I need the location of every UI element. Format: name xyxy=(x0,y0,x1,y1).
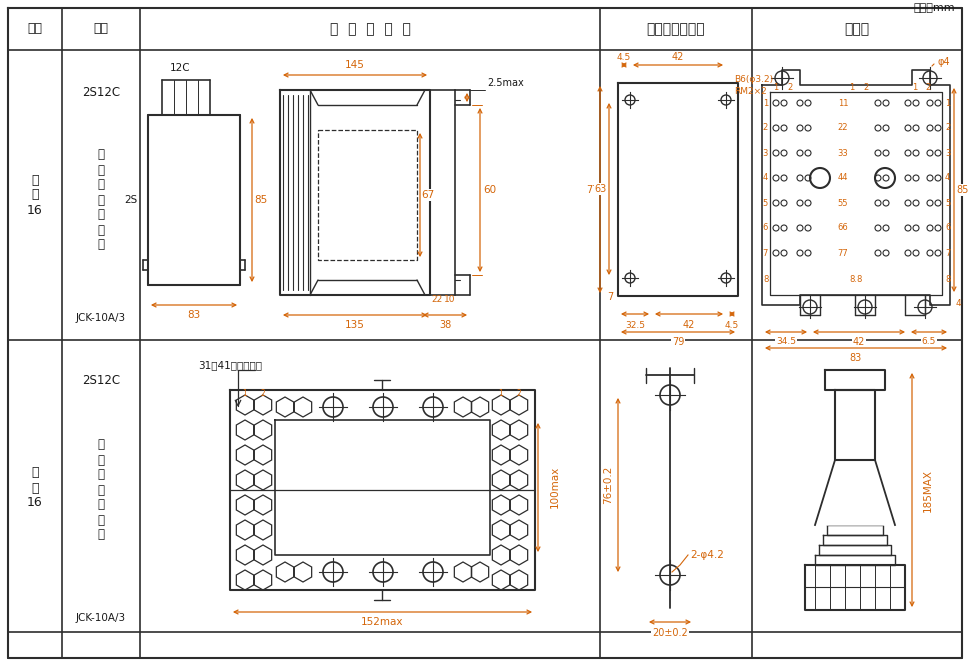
Text: 5: 5 xyxy=(944,199,950,207)
Text: 20±0.2: 20±0.2 xyxy=(651,628,687,638)
Text: 152max: 152max xyxy=(360,617,403,627)
Text: 1: 1 xyxy=(498,389,503,397)
Text: 83: 83 xyxy=(187,310,201,320)
Text: 34.5: 34.5 xyxy=(775,337,796,347)
Text: 1: 1 xyxy=(912,82,917,92)
Text: 8.8: 8.8 xyxy=(849,276,861,284)
Text: 2: 2 xyxy=(787,82,792,92)
Text: 100max: 100max xyxy=(549,466,559,508)
Text: 结构: 结构 xyxy=(93,23,109,35)
Text: 2: 2 xyxy=(944,124,950,132)
Text: 79: 79 xyxy=(672,337,683,347)
Text: 42: 42 xyxy=(852,337,864,347)
Text: 安装开孔尺寸图: 安装开孔尺寸图 xyxy=(646,22,704,36)
Text: 55: 55 xyxy=(837,199,847,207)
Text: 60: 60 xyxy=(483,185,496,195)
Text: 44: 44 xyxy=(837,173,847,183)
Text: 77: 77 xyxy=(585,185,598,195)
Text: 2-φ4.2: 2-φ4.2 xyxy=(689,550,723,560)
Text: 42: 42 xyxy=(682,320,695,330)
Text: 83: 83 xyxy=(849,353,861,363)
Text: 4: 4 xyxy=(762,173,767,183)
Text: JCK-10A/3: JCK-10A/3 xyxy=(76,313,126,323)
Text: 33: 33 xyxy=(837,149,848,157)
Text: 22: 22 xyxy=(837,124,847,132)
Text: 3: 3 xyxy=(944,149,950,157)
Text: 凸
出
式
板
前
接
线: 凸 出 式 板 前 接 线 xyxy=(98,438,105,541)
Text: 附
图
16: 附 图 16 xyxy=(27,466,43,510)
Text: 1: 1 xyxy=(772,82,778,92)
Text: 端子图: 端子图 xyxy=(844,22,868,36)
Text: 6: 6 xyxy=(762,223,767,233)
Text: 2S12C: 2S12C xyxy=(81,86,120,100)
Text: 6: 6 xyxy=(944,223,950,233)
Text: 4: 4 xyxy=(955,298,960,308)
Text: 7: 7 xyxy=(944,248,950,258)
Text: 4.5: 4.5 xyxy=(724,320,738,330)
Text: 38: 38 xyxy=(438,320,451,330)
Text: 凸
出
式
板
后
接
线: 凸 出 式 板 后 接 线 xyxy=(98,149,105,252)
Text: 63: 63 xyxy=(594,184,607,194)
Text: 77: 77 xyxy=(837,248,848,258)
Text: 7: 7 xyxy=(762,248,767,258)
Text: 31、41为电流端子: 31、41为电流端子 xyxy=(198,360,262,370)
Text: 8: 8 xyxy=(763,276,768,284)
Text: 2: 2 xyxy=(261,389,266,397)
Text: 2.5max: 2.5max xyxy=(486,78,523,88)
Text: B6(φ3.2): B6(φ3.2) xyxy=(734,76,772,84)
Text: φ4: φ4 xyxy=(937,57,950,67)
Text: 单位：mm: 单位：mm xyxy=(913,3,954,13)
Polygon shape xyxy=(814,460,894,525)
Text: 2: 2 xyxy=(762,124,767,132)
Text: 1: 1 xyxy=(944,98,950,108)
Text: 5: 5 xyxy=(762,199,767,207)
Text: 1: 1 xyxy=(849,82,854,92)
Text: RM2×2: RM2×2 xyxy=(734,86,766,96)
Text: 2S12C: 2S12C xyxy=(81,373,120,387)
Text: 图号: 图号 xyxy=(27,23,43,35)
Text: JCK-10A/3: JCK-10A/3 xyxy=(76,613,126,623)
Text: 145: 145 xyxy=(345,60,364,70)
Text: 附
图
16: 附 图 16 xyxy=(27,173,43,217)
Text: 1: 1 xyxy=(762,98,767,108)
Text: 22: 22 xyxy=(431,294,442,304)
Text: 7: 7 xyxy=(607,292,612,302)
Text: 42: 42 xyxy=(672,52,683,62)
Text: 4.5: 4.5 xyxy=(616,52,631,62)
Text: 1: 1 xyxy=(242,389,247,397)
Text: 85: 85 xyxy=(955,185,968,195)
Text: 10: 10 xyxy=(444,294,455,304)
Text: 135: 135 xyxy=(345,320,364,330)
Text: 12C: 12C xyxy=(170,63,190,73)
Text: 185MAX: 185MAX xyxy=(922,468,932,512)
Text: 85: 85 xyxy=(254,195,267,205)
Text: 32.5: 32.5 xyxy=(624,320,644,330)
Text: 76±0.2: 76±0.2 xyxy=(603,466,612,504)
Text: 2: 2 xyxy=(862,82,867,92)
Text: 6.5: 6.5 xyxy=(921,337,935,347)
Text: 2: 2 xyxy=(516,389,520,397)
Text: 66: 66 xyxy=(837,223,848,233)
Text: 2: 2 xyxy=(924,82,929,92)
Text: 8: 8 xyxy=(944,276,950,284)
Text: 2S: 2S xyxy=(125,195,138,205)
Text: 67: 67 xyxy=(421,190,434,200)
Text: 4: 4 xyxy=(944,173,950,183)
Text: 外  形  尺  寸  图: 外 形 尺 寸 图 xyxy=(329,22,410,36)
Text: 3: 3 xyxy=(762,149,767,157)
Text: 11: 11 xyxy=(837,98,847,108)
